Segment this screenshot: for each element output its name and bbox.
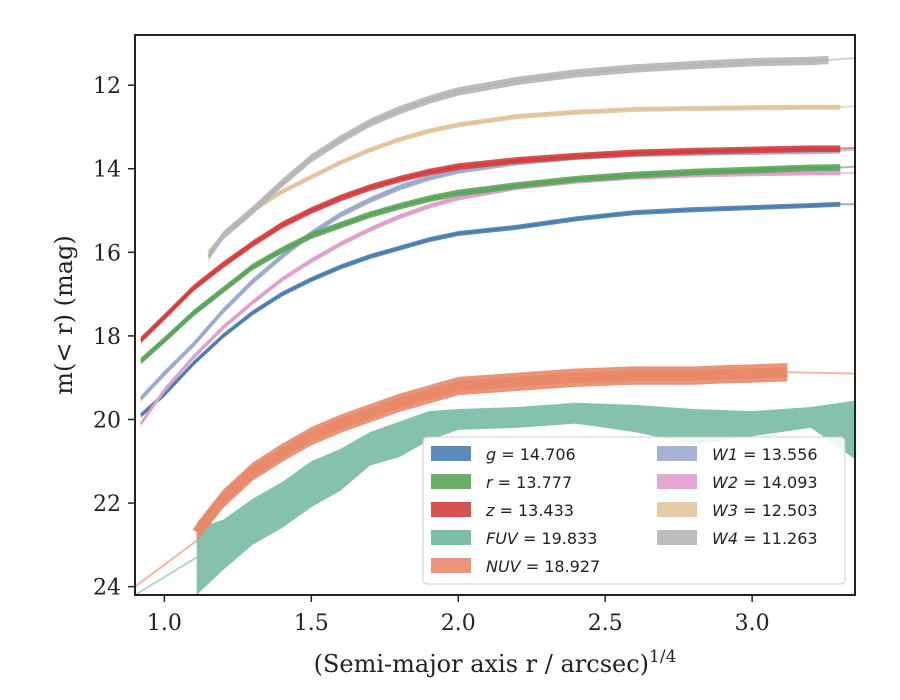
legend-swatch <box>431 474 471 489</box>
legend-label: W2 = 14.093 <box>712 473 818 492</box>
y-tick-label: 12 <box>93 74 121 99</box>
series-z <box>140 145 855 344</box>
line-nuv <box>192 367 788 536</box>
y-tick-label: 14 <box>93 158 121 183</box>
band-nuv <box>196 363 788 542</box>
legend: g = 14.706 r = 13.777 z = 13.433 FUV = 19.8… <box>422 436 846 585</box>
legend-label: g = 14.706 <box>486 445 576 464</box>
extrapolation-tail-w3 <box>840 105 855 109</box>
plot-area <box>135 55 855 595</box>
y-tick-label: 16 <box>93 241 121 266</box>
series-w4 <box>207 55 855 261</box>
legend-entry-w3: W3 = 12.503 <box>657 501 818 520</box>
legend-swatch <box>431 530 471 545</box>
y-axis: 12 14 16 18 20 22 24 <box>93 74 135 601</box>
legend-label: FUV = 19.833 <box>486 529 597 548</box>
x-axis: 1.0 1.5 2.0 2.5 3.0 <box>147 595 770 636</box>
extrapolation-tail-r <box>840 165 855 169</box>
x-tick-label: 2.5 <box>588 611 623 636</box>
x-tick-label: 1.5 <box>294 611 329 636</box>
line-w4 <box>207 58 829 258</box>
extrapolation-tail-nuv <box>787 371 855 375</box>
legend-swatch <box>657 446 697 461</box>
legend-swatch <box>657 530 697 545</box>
legend-swatch <box>657 474 697 489</box>
x-tick-label: 1.0 <box>147 611 182 636</box>
legend-label: W4 = 11.263 <box>712 529 818 548</box>
legend-swatch <box>431 558 471 573</box>
legend-box <box>422 436 846 585</box>
y-tick-label: 22 <box>93 492 121 517</box>
series-w3 <box>207 104 855 255</box>
legend-swatch <box>431 502 471 517</box>
line-z <box>140 147 841 341</box>
plot-frame <box>134 34 856 596</box>
y-tick-label: 18 <box>93 325 121 350</box>
legend-label: NUV = 18.927 <box>486 557 600 576</box>
x-axis-label: (Semi-major axis r / arcsec)1/4 <box>314 647 677 678</box>
y-tick-label: 20 <box>93 408 121 433</box>
extrapolation-tail-w1 <box>840 148 855 152</box>
series-r <box>140 164 855 365</box>
extrapolation-line-fuv <box>135 556 198 595</box>
extrapolation-line-nuv <box>135 539 198 588</box>
legend-entry-w4: W4 = 11.263 <box>657 529 818 548</box>
legend-entry-r: r = 13.777 <box>431 473 572 492</box>
series-nuv <box>135 363 855 588</box>
x-tick-label: 2.0 <box>441 611 476 636</box>
extrapolation-tail-w4 <box>828 56 855 62</box>
legend-swatch <box>431 446 471 461</box>
x-tick-label: 3.0 <box>735 611 770 636</box>
legend-label: z = 13.433 <box>485 501 574 520</box>
extrapolation-tail-z <box>840 146 855 150</box>
band-fuv <box>196 400 855 595</box>
legend-entry-w2: W2 = 14.093 <box>657 473 818 492</box>
y-axis-label: m(< r) (mag) <box>50 235 78 394</box>
legend-entry-g: g = 14.706 <box>431 445 576 464</box>
line-r <box>140 166 841 362</box>
legend-label: W1 = 13.556 <box>712 445 818 464</box>
y-tick-label: 24 <box>93 576 121 601</box>
legend-label: W3 = 12.503 <box>712 501 818 520</box>
series-g <box>140 201 855 418</box>
line-g <box>140 203 841 417</box>
legend-label: r = 13.777 <box>486 473 572 492</box>
series-fuv <box>135 400 855 595</box>
legend-entry-fuv: FUV = 19.833 <box>431 529 597 548</box>
line-w3 <box>207 106 841 254</box>
legend-entry-z: z = 13.433 <box>431 501 574 520</box>
legend-entry-w1: W1 = 13.556 <box>657 445 818 464</box>
legend-entry-nuv: NUV = 18.927 <box>431 557 600 576</box>
legend-swatch <box>657 502 697 517</box>
